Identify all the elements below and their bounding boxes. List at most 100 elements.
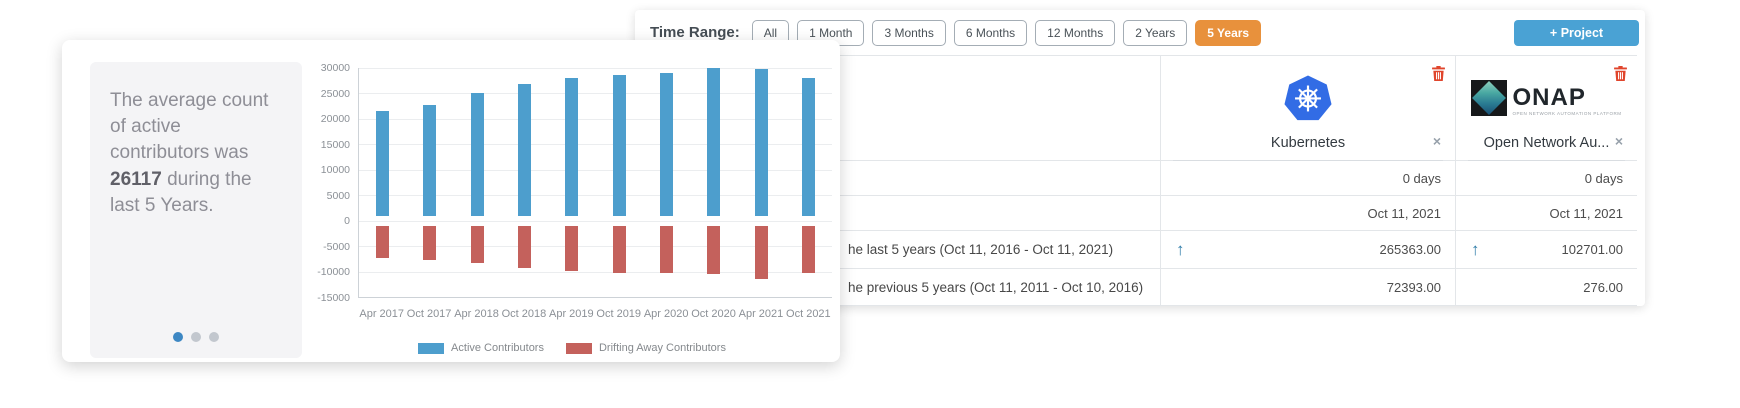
active-contributors-bar <box>612 75 626 216</box>
drifting-away-bar <box>376 225 390 259</box>
trash-icon <box>1431 66 1445 81</box>
legend-label: Active Contributors <box>451 342 544 354</box>
bar-group-apr-2019 <box>548 68 595 297</box>
legend-label: Drifting Away Contributors <box>598 342 726 354</box>
metric-label: he last 5 years (Oct 11, 2016 - Oct 11, … <box>848 242 1114 257</box>
bar-group-oct-2018 <box>501 68 548 297</box>
metric-value: 0 days <box>1402 170 1441 186</box>
active-contributors-bar <box>754 69 768 216</box>
active-contributors-bar <box>707 68 721 216</box>
legend-item[interactable]: Active Contributors <box>418 342 544 354</box>
x-axis-tick-label: Apr 2020 <box>643 308 689 320</box>
onap-diamond-icon <box>1471 80 1508 116</box>
metric-value: Oct 11, 2021 <box>1367 205 1441 221</box>
table-row: Oct 11, 2021 Oct 11, 2021 <box>650 196 1637 231</box>
metric-value-cell: ↑ 265363.00 <box>1160 231 1455 268</box>
gridline <box>359 246 832 248</box>
legend-swatch <box>565 342 592 354</box>
x-axis-tick-label: Oct 2019 <box>596 308 642 320</box>
table-row: 0 days 0 days <box>650 161 1637 196</box>
time-range-option-12-months[interactable]: 12 Months <box>1035 19 1116 46</box>
active-contributors-bar <box>565 78 579 216</box>
legend-item[interactable]: Drifting Away Contributors <box>565 342 726 354</box>
drifting-away-bar <box>801 225 815 274</box>
drifting-away-bar <box>659 225 673 274</box>
gridline <box>359 144 832 146</box>
summary-tile: The average count of active contributors… <box>90 62 302 358</box>
contributors-chart-card: The average count of active contributors… <box>62 40 840 362</box>
bar-group-oct-2020 <box>690 68 737 297</box>
onap-logo-text: ONAP <box>1512 83 1586 111</box>
drifting-away-bar <box>518 225 532 268</box>
metric-value-cell: 72393.00 <box>1160 269 1455 305</box>
bar-group-apr-2021 <box>737 68 784 297</box>
gridline <box>359 93 832 95</box>
project-column-kubernetes: Kubernetes × <box>1160 56 1455 161</box>
plot-area <box>358 68 832 298</box>
x-axis-tick-label: Apr 2021 <box>738 308 784 320</box>
y-axis-tick-label: 30000 <box>320 62 350 74</box>
time-range-option-5-years[interactable]: 5 Years <box>1195 19 1262 46</box>
x-axis-tick-label: Oct 2017 <box>406 308 452 320</box>
metric-value-cell: ↑ 102701.00 <box>1455 231 1637 268</box>
table-row: he last 5 years (Oct 11, 2016 - Oct 11, … <box>650 231 1637 269</box>
y-axis-tick-label: 0 <box>344 215 350 228</box>
metric-value: 102701.00 <box>1561 242 1623 257</box>
y-axis-tick-label: 20000 <box>320 113 350 126</box>
active-contributors-bar <box>470 93 484 216</box>
bar-group-oct-2021 <box>785 68 832 297</box>
project-column-onap: ONAP OPEN NETWORK AUTOMATION PLATFORM Op… <box>1455 56 1637 161</box>
y-axis-tick-label: 10000 <box>320 164 350 177</box>
trend-up-arrow-icon: ↑ <box>1176 239 1185 259</box>
gridline <box>359 68 832 69</box>
carousel-dot[interactable] <box>191 332 201 342</box>
chart-legend: Active Contributors Drifting Away Contrib… <box>312 342 832 354</box>
time-range-option-6-months[interactable]: 6 Months <box>953 19 1028 46</box>
remove-project-icon[interactable]: × <box>1614 133 1623 149</box>
y-axis-tick-label: -15000 <box>317 292 350 304</box>
bar-group-apr-2020 <box>643 68 690 297</box>
gridline <box>359 195 832 197</box>
time-range-option-3-months[interactable]: 3 Months <box>872 19 946 46</box>
x-axis-tick-label: Apr 2019 <box>549 308 594 320</box>
x-axis-tick-label: Oct 2020 <box>691 308 736 320</box>
metric-value-cell: Oct 11, 2021 <box>1160 196 1455 230</box>
active-contributors-bar <box>518 84 532 216</box>
y-axis-tick-label: 15000 <box>320 138 350 151</box>
time-range-option-2-years[interactable]: 2 Years <box>1123 19 1188 46</box>
carousel-dot[interactable] <box>173 332 183 342</box>
gridline <box>359 118 832 120</box>
metric-value-cell: 276.00 <box>1455 269 1637 305</box>
gridline <box>359 271 832 273</box>
drifting-away-bar <box>565 225 579 272</box>
table-header-row: Kubernetes × <box>650 56 1637 161</box>
drifting-away-bar <box>754 225 768 279</box>
active-contributors-bar <box>801 78 815 216</box>
x-axis: Apr 2017 Oct 2017 Apr 2018 Oct 2018 Apr 2019… <box>358 303 832 320</box>
legend-swatch <box>418 342 445 354</box>
kubernetes-logo <box>1284 75 1332 121</box>
drifting-away-bar <box>423 225 437 260</box>
trash-icon <box>1613 66 1627 81</box>
gridline <box>359 220 832 222</box>
project-name: Kubernetes <box>1270 135 1346 151</box>
metric-value: 0 days <box>1584 170 1623 186</box>
metric-value-cell: 0 days <box>1455 161 1637 195</box>
header-divider <box>1173 160 1443 161</box>
delete-project-icon[interactable] <box>1613 66 1627 82</box>
remove-project-icon[interactable]: × <box>1432 133 1441 149</box>
active-contributors-bar <box>376 111 390 216</box>
onap-logo-tagline: OPEN NETWORK AUTOMATION PLATFORM <box>1512 110 1622 116</box>
time-range-label: Time Range: <box>650 24 740 41</box>
bar-group-apr-2017 <box>359 68 406 297</box>
add-project-button[interactable]: + Project <box>1514 19 1639 46</box>
metric-value: Oct 11, 2021 <box>1549 205 1623 221</box>
table-row: he previous 5 years (Oct 11, 2011 - Oct … <box>650 269 1637 306</box>
drifting-away-bar <box>707 225 721 275</box>
metric-label: he previous 5 years (Oct 11, 2011 - Oct … <box>848 279 1144 295</box>
carousel-dot[interactable] <box>209 332 219 342</box>
active-contributors-bar <box>423 104 437 216</box>
delete-project-icon[interactable] <box>1431 66 1445 82</box>
carousel-dots <box>90 332 302 342</box>
